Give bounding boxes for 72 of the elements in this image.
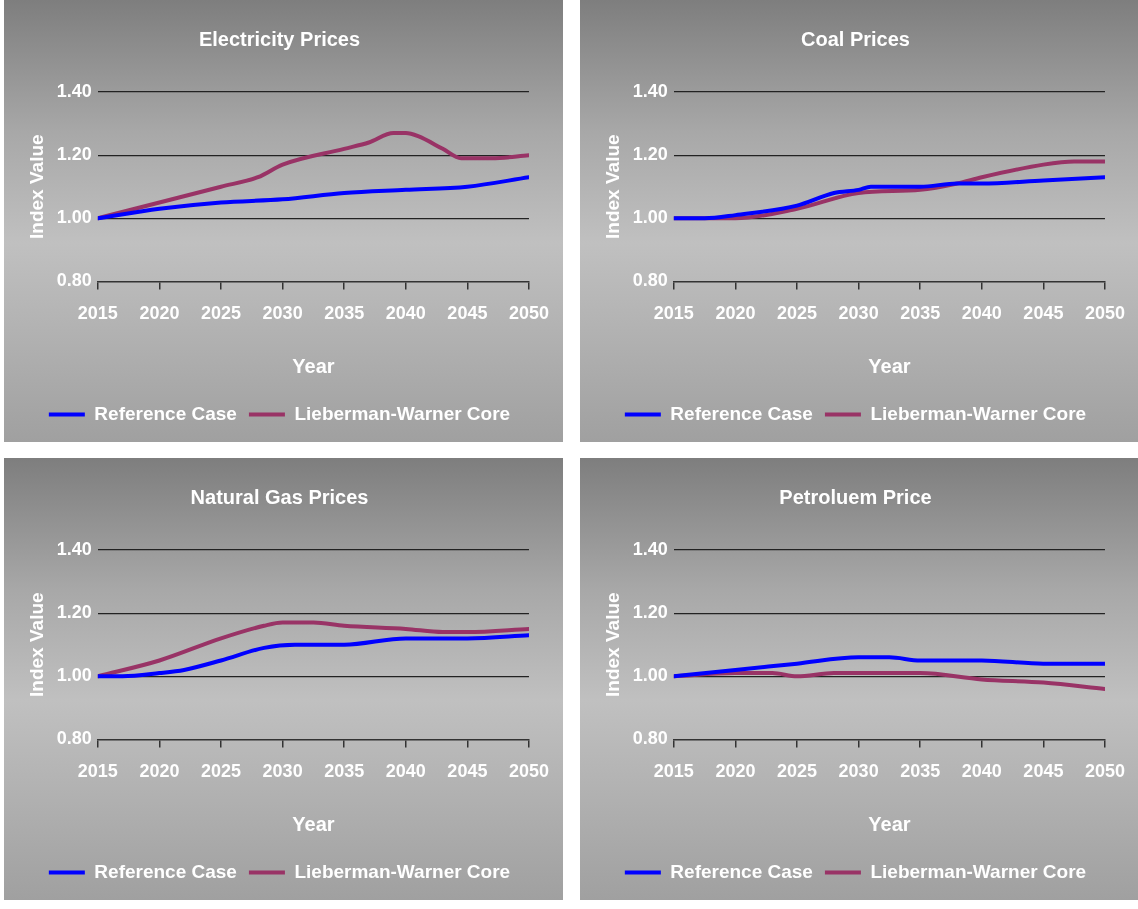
y-tick-label: 1.20 (632, 144, 668, 165)
x-axis-title: Year (292, 354, 335, 377)
x-tick-label: 2025 (200, 761, 242, 782)
y-tick-label: 1.40 (632, 538, 668, 559)
x-tick-label: 2020 (139, 303, 180, 324)
x-tick-label: 2030 (838, 303, 879, 324)
x-tick-label: 2050 (508, 761, 549, 782)
x-tick-label: 2030 (262, 761, 303, 782)
legend-label: Reference Case (94, 860, 237, 882)
x-tick-label: 2020 (139, 761, 180, 782)
line-series (97, 633, 529, 679)
y-axis-title: Index Value (601, 134, 623, 239)
x-tick-label: 2045 (1023, 303, 1064, 324)
y-tick-label: 0.80 (632, 728, 668, 749)
y-axis-title: Index Value (25, 592, 47, 697)
x-tick-label: 2015 (653, 761, 694, 782)
x-tick-label: 2030 (262, 303, 303, 324)
y-tick-label: 1.20 (56, 144, 92, 165)
x-tick-label: 2050 (1084, 761, 1125, 782)
legend-label: Lieberman-Warner Core (294, 860, 511, 882)
x-tick-label: 2050 (1084, 303, 1125, 324)
x-tick-label: 2035 (324, 761, 365, 782)
chart-title: Natural Gas Prices (190, 485, 369, 508)
y-tick-label: 1.00 (56, 207, 92, 228)
x-tick-label: 2040 (961, 303, 1002, 324)
x-tick-label: 2020 (715, 303, 756, 324)
line-series (673, 655, 1105, 679)
y-tick-label: 1.40 (56, 538, 92, 559)
y-axis-title: Index Value (25, 134, 47, 239)
x-tick-label: 2015 (653, 303, 694, 324)
legend-label: Reference Case (670, 402, 813, 424)
x-tick-label: 2040 (385, 761, 426, 782)
x-tick-label: 2050 (508, 303, 549, 324)
legend-label: Lieberman-Warner Core (294, 402, 511, 424)
x-tick-label: 2030 (838, 761, 879, 782)
x-axis-title: Year (292, 812, 335, 835)
x-tick-label: 2040 (385, 303, 426, 324)
x-tick-label: 2015 (77, 761, 118, 782)
x-tick-label: 2040 (961, 761, 1002, 782)
x-tick-label: 2035 (324, 303, 365, 324)
x-tick-label: 2045 (447, 303, 488, 324)
x-tick-label: 2020 (715, 761, 756, 782)
chart-title: Petroluem Price (779, 485, 932, 508)
y-tick-label: 1.00 (632, 665, 668, 686)
legend-label: Reference Case (94, 402, 237, 424)
y-tick-label: 1.20 (632, 602, 668, 623)
x-axis-title: Year (868, 812, 911, 835)
x-tick-label: 2035 (900, 303, 941, 324)
y-tick-label: 0.80 (632, 270, 668, 291)
line-series (673, 175, 1105, 221)
y-tick-label: 1.40 (632, 80, 668, 101)
line-series (97, 175, 529, 221)
y-tick-label: 0.80 (56, 728, 92, 749)
x-tick-label: 2025 (200, 303, 242, 324)
x-tick-label: 2015 (77, 303, 118, 324)
x-tick-label: 2025 (776, 303, 818, 324)
y-tick-label: 0.80 (56, 270, 92, 291)
legend-label: Lieberman-Warner Core (870, 860, 1087, 882)
legend-label: Reference Case (670, 860, 813, 882)
x-axis-title: Year (868, 354, 911, 377)
chart-title: Coal Prices (801, 27, 910, 50)
x-tick-label: 2045 (447, 761, 488, 782)
x-tick-label: 2045 (1023, 761, 1064, 782)
y-tick-label: 1.00 (632, 207, 668, 228)
y-tick-label: 1.20 (56, 602, 92, 623)
y-axis-title: Index Value (601, 592, 623, 697)
y-tick-label: 1.00 (56, 665, 92, 686)
chart-title: Electricity Prices (198, 27, 361, 50)
x-tick-label: 2035 (900, 761, 941, 782)
y-tick-label: 1.40 (56, 80, 92, 101)
x-tick-label: 2025 (776, 761, 818, 782)
legend-label: Lieberman-Warner Core (870, 402, 1087, 424)
